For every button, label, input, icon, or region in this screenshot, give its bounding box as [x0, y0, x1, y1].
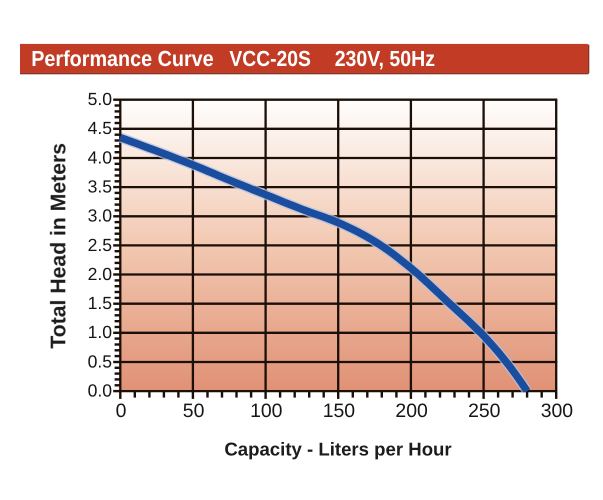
svg-text:1.0: 1.0	[88, 322, 113, 342]
svg-text:4.0: 4.0	[88, 147, 113, 167]
svg-text:1.5: 1.5	[88, 293, 113, 313]
svg-text:0.5: 0.5	[88, 351, 113, 371]
svg-text:2.0: 2.0	[88, 264, 113, 284]
svg-text:230V, 50Hz: 230V, 50Hz	[335, 46, 435, 71]
svg-text:Performance Curve: Performance Curve	[31, 46, 214, 71]
svg-text:100: 100	[250, 400, 283, 422]
svg-text:250: 250	[468, 400, 501, 422]
svg-text:3.5: 3.5	[88, 177, 113, 197]
svg-text:2.5: 2.5	[88, 235, 113, 255]
svg-text:4.5: 4.5	[88, 118, 113, 138]
svg-text:300: 300	[541, 400, 574, 422]
svg-text:50: 50	[183, 400, 205, 422]
svg-text:Total Head in Meters: Total Head in Meters	[47, 143, 70, 349]
svg-text:VCC-20S: VCC-20S	[229, 46, 311, 71]
svg-text:0: 0	[116, 400, 127, 422]
svg-text:150: 150	[323, 400, 356, 422]
svg-text:3.0: 3.0	[88, 206, 113, 226]
svg-text:5.0: 5.0	[88, 89, 113, 109]
svg-text:0.0: 0.0	[88, 381, 113, 401]
svg-text:200: 200	[395, 400, 428, 422]
svg-text:Capacity - Liters per Hour: Capacity - Liters per Hour	[224, 438, 451, 459]
